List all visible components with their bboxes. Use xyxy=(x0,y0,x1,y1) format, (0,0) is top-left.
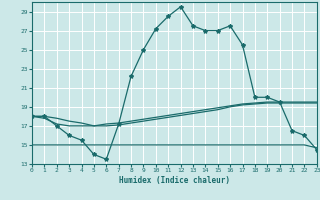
X-axis label: Humidex (Indice chaleur): Humidex (Indice chaleur) xyxy=(119,176,230,185)
